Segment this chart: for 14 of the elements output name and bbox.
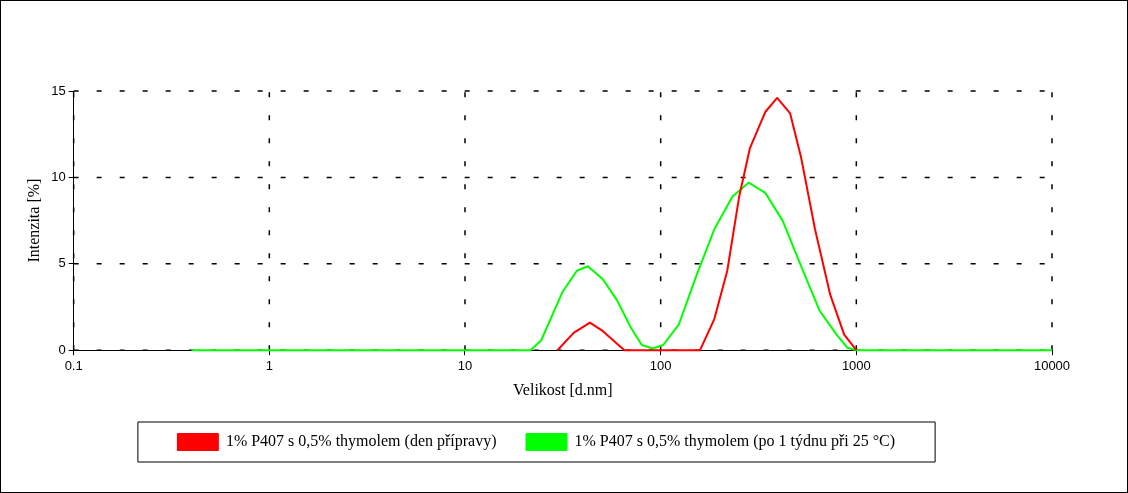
x-axis-title: Velikost [d.nm] — [513, 380, 613, 398]
y-tick-label: 0 — [58, 341, 66, 357]
x-tick-label: 1 — [265, 357, 273, 373]
x-tick-label: 0.1 — [64, 357, 83, 373]
y-tick-label: 5 — [58, 255, 66, 271]
x-tick-label: 1000 — [841, 357, 871, 373]
x-tick-label: 10 — [457, 357, 473, 373]
y-axis-title: Intenzita [%] — [24, 178, 42, 263]
y-tick-label: 15 — [51, 82, 66, 98]
y-tick-label: 10 — [51, 168, 66, 184]
x-tick-label: 100 — [649, 357, 672, 373]
x-tick-label: 10000 — [1033, 357, 1071, 373]
legend-label: 1% P407 s 0,5% thymolem (po 1 týdnu při 25 °C) — [574, 432, 896, 451]
legend-label: 1% P407 s 0,5% thymolem (den přípravy) — [225, 432, 497, 451]
